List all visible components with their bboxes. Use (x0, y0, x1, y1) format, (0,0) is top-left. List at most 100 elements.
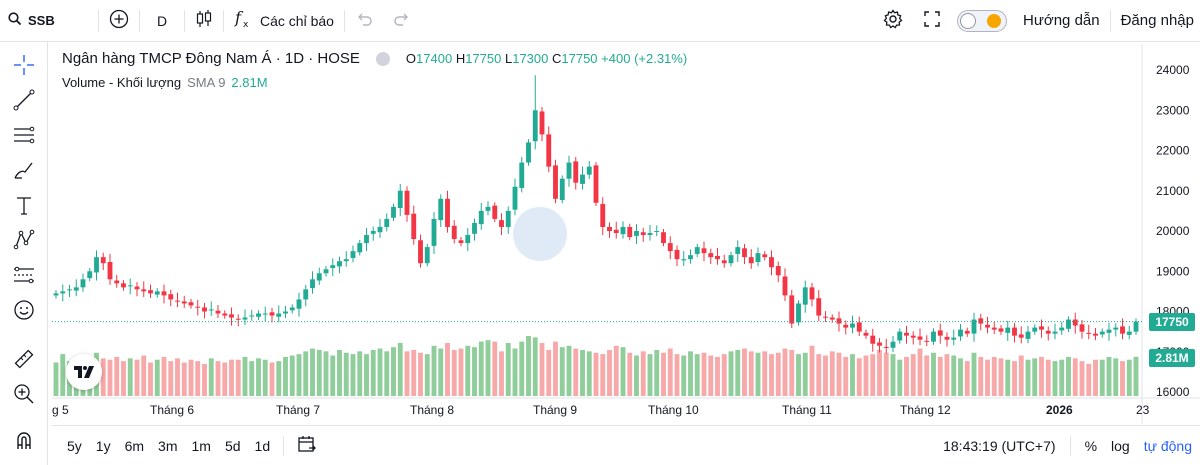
candle-body (499, 220, 504, 227)
guide-link[interactable]: Hướng dẫn (1023, 12, 1100, 29)
login-button[interactable]: Đăng nhập (1120, 12, 1194, 29)
volume-bar (647, 354, 653, 396)
candle-body (1012, 327, 1017, 336)
volume-bar (505, 342, 511, 396)
volume-bar (701, 352, 707, 396)
toolbar-divider (139, 9, 140, 32)
range-6m[interactable]: 6m (124, 437, 145, 454)
undo-button[interactable] (345, 0, 383, 42)
zoom-tool[interactable] (8, 381, 40, 411)
y-tick-label: 19000 (1156, 264, 1190, 278)
volume-bar (424, 354, 430, 396)
volume-bar (53, 362, 59, 396)
candle-body (546, 134, 552, 167)
candle-body (850, 323, 855, 328)
high-label: H (455, 51, 466, 66)
candle-body (438, 198, 444, 221)
candle-body (391, 206, 396, 218)
chart-type-button[interactable] (185, 0, 223, 42)
candle-body (512, 186, 518, 210)
candle-body (242, 317, 248, 320)
candle-body (985, 324, 990, 328)
toolbar-divider (223, 9, 224, 32)
fullscreen-button[interactable] (913, 0, 951, 42)
candle-body (640, 232, 646, 236)
range-3m[interactable]: 3m (158, 437, 178, 454)
tradingview-logo[interactable] (66, 354, 102, 390)
candle-body (121, 283, 126, 288)
volume-bar (580, 349, 585, 396)
candle-body (877, 342, 882, 346)
volume-bar (937, 356, 943, 396)
volume-bar (222, 362, 228, 396)
redo-button[interactable] (383, 0, 421, 42)
magnet-tool[interactable] (8, 428, 40, 458)
range-1d[interactable]: 1d (254, 437, 271, 454)
candle-body (377, 226, 383, 233)
volume-bar (296, 354, 302, 396)
volume-bar (1113, 358, 1119, 396)
candle-body (1066, 319, 1071, 329)
volume-bar (370, 349, 376, 396)
price-chart[interactable]: 2400023000220002100020000190001800017000… (52, 44, 1200, 424)
volume-bar (1120, 361, 1125, 396)
log-toggle[interactable]: log (1111, 437, 1130, 454)
volume-bar (445, 342, 450, 396)
compare-button[interactable] (99, 0, 139, 42)
volume-bar (823, 355, 828, 396)
redo-icon (393, 11, 411, 30)
volume-bar (121, 361, 126, 396)
symbol-search[interactable]: SSB (0, 0, 98, 42)
emoji-tool[interactable] (8, 297, 40, 327)
measure-tool[interactable] (8, 346, 40, 376)
text-tool[interactable] (8, 192, 40, 222)
candle-body (917, 336, 923, 340)
range-5d[interactable]: 5d (224, 437, 241, 454)
brush-tool[interactable] (8, 157, 40, 187)
volume-bar (154, 359, 160, 396)
legend-toggle-icon[interactable] (375, 51, 390, 66)
volume-bar (708, 355, 714, 396)
symbol-legend: Ngân hàng TMCP Đông Nam Á · 1D · HOSE O1… (62, 50, 687, 67)
settings-button[interactable] (873, 0, 913, 42)
volume-bar (613, 345, 619, 396)
volume-bar (431, 345, 437, 396)
toggle-knob (960, 12, 976, 29)
volume-bar (107, 359, 113, 396)
candle-body (330, 265, 336, 269)
candle-body (1126, 331, 1132, 335)
clock[interactable]: 18:43:19 (UTC+7) (943, 437, 1056, 454)
range-1y[interactable]: 1y (95, 437, 111, 454)
fib-tool[interactable] (8, 122, 40, 152)
volume-bar (283, 356, 288, 396)
trend-line-tool[interactable] (8, 87, 40, 117)
x-tick-label: Tháng 6 (150, 403, 194, 417)
candle-body (769, 257, 774, 268)
volume-bar (688, 351, 693, 396)
volume-bar (175, 358, 180, 396)
candle-body (384, 218, 390, 227)
theme-toggle[interactable] (951, 0, 1013, 42)
candle-body (235, 318, 241, 320)
auto-scale-toggle[interactable]: tự động (1143, 437, 1192, 454)
interval-button[interactable]: D (140, 0, 184, 42)
crosshair-tool[interactable] (8, 52, 40, 82)
volume-bar (289, 355, 295, 396)
range-5y[interactable]: 5y (67, 437, 82, 454)
pattern-tool[interactable] (8, 227, 40, 257)
percent-toggle[interactable]: % (1084, 437, 1098, 454)
range-1m[interactable]: 1m (191, 437, 211, 454)
volume-bar (1099, 359, 1105, 396)
volume-bar (998, 358, 1004, 396)
candle-body (586, 166, 592, 175)
volume-bar (418, 352, 423, 396)
y-tick-label: 24000 (1156, 63, 1190, 77)
candle-body (485, 206, 491, 211)
go-to-date-button[interactable] (290, 434, 324, 457)
bottom-toolbar: 5y 1y 6m 3m 1m 5d 1d 18:43:19 (UTC+7) % … (52, 425, 1200, 465)
theme-toggle-switch[interactable] (957, 9, 1007, 32)
candle-body (411, 213, 417, 240)
forecast-tool[interactable] (8, 262, 40, 292)
chart-pane[interactable]: 2400023000220002100020000190001800017000… (52, 44, 1200, 424)
